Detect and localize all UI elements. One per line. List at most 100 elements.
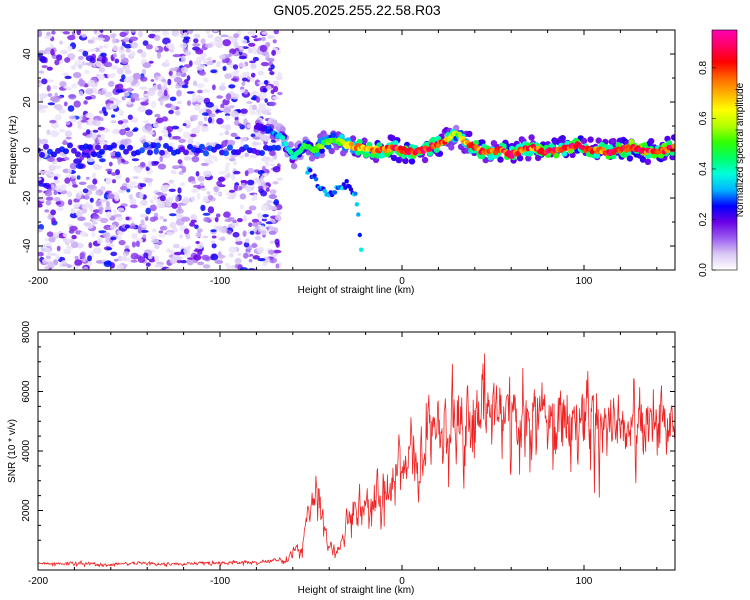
noise-speckle [148, 258, 155, 263]
noise-speckle [172, 135, 181, 140]
ridge-cell [325, 143, 332, 150]
noise-band-dot [147, 149, 153, 156]
noise-speckle [198, 70, 206, 76]
noise-speckle [137, 226, 142, 234]
noise-speckle [96, 121, 101, 127]
noise-speckle [269, 163, 276, 167]
noise-speckle [92, 129, 99, 133]
noise-speckle [210, 229, 217, 233]
noise-speckle [119, 186, 128, 191]
noise-speckle [140, 229, 149, 233]
noise-speckle [237, 218, 243, 223]
noise-speckle [100, 52, 107, 57]
noise-speckle [46, 231, 54, 237]
noise-speckle [148, 131, 155, 135]
noise-speckle [221, 82, 226, 86]
noise-speckle [215, 213, 221, 218]
ridge-cell [280, 135, 286, 141]
noise-speckle [252, 56, 259, 62]
branch-cell [332, 190, 338, 195]
noise-speckle [239, 74, 247, 79]
ridge-cell [421, 156, 429, 164]
noise-speckle [66, 264, 72, 268]
noise-speckle [190, 133, 197, 138]
noise-speckle [38, 203, 43, 208]
noise-speckle [191, 188, 199, 193]
noise-speckle [128, 226, 137, 229]
noise-speckle [38, 177, 42, 181]
branch-cell [308, 168, 313, 173]
noise-speckle [120, 53, 126, 60]
noise-speckle [70, 207, 76, 214]
noise-speckle [246, 167, 255, 174]
noise-speckle [73, 158, 82, 164]
noise-speckle [105, 236, 110, 244]
noise-speckle [164, 59, 170, 65]
noise-speckle [197, 261, 205, 266]
noise-speckle [143, 120, 149, 124]
noise-speckle [186, 100, 192, 106]
noise-speckle [211, 243, 217, 249]
noise-speckle [234, 116, 239, 121]
snr-y-tick-label: 8000 [21, 320, 32, 343]
noise-speckle [85, 55, 94, 62]
noise-speckle [243, 252, 249, 259]
noise-speckle [194, 60, 202, 66]
noise-band-dot [63, 148, 69, 155]
noise-speckle [252, 136, 261, 140]
snr-x-tick-label: -100 [210, 576, 230, 587]
noise-speckle [38, 30, 43, 38]
noise-speckle [82, 50, 89, 57]
noise-speckle [84, 69, 91, 74]
noise-speckle [145, 109, 153, 116]
noise-band-dot [143, 142, 149, 148]
noise-speckle [225, 115, 230, 121]
noise-speckle [68, 93, 77, 100]
ridge-cell [433, 147, 440, 153]
noise-speckle [46, 129, 51, 135]
noise-speckle [149, 204, 157, 212]
noise-speckle [105, 168, 113, 172]
noise-speckle [218, 132, 224, 136]
noise-speckle [122, 119, 129, 124]
noise-speckle [103, 61, 113, 68]
noise-speckle [231, 173, 236, 181]
noise-speckle [228, 189, 236, 193]
noise-speckle [178, 138, 186, 143]
heatmap-x-tick-label: 100 [576, 276, 593, 287]
noise-speckle [67, 199, 73, 206]
branch-cell [353, 191, 358, 196]
noise-speckle [38, 109, 47, 113]
noise-speckle [130, 30, 137, 33]
noise-speckle [207, 194, 214, 201]
noise-speckle [239, 193, 246, 200]
ridge-cell [594, 152, 601, 159]
ridge-cell [509, 153, 515, 159]
ridge-cell [671, 143, 675, 149]
noise-speckle [46, 248, 51, 255]
noise-speckle [79, 252, 85, 259]
heatmap-y-axis: -40 -20 0 20 40 [22, 29, 675, 271]
noise-speckle [210, 253, 219, 261]
noise-speckle [87, 79, 96, 87]
noise-speckle [228, 246, 237, 254]
ridge-cell [639, 156, 647, 163]
noise-speckle [202, 58, 208, 65]
ridge-cell [408, 158, 416, 165]
noise-speckle [203, 170, 212, 178]
noise-speckle [183, 156, 192, 161]
noise-speckle [244, 90, 248, 95]
noise-speckle [172, 165, 180, 170]
noise-speckle [188, 30, 194, 35]
noise-speckle [207, 116, 213, 124]
noise-speckle [216, 95, 223, 99]
noise-speckle [151, 249, 156, 253]
noise-speckle [126, 188, 131, 193]
noise-speckle [55, 201, 62, 205]
noise-speckle [224, 124, 231, 131]
ridge-cell [580, 137, 588, 145]
noise-speckle [186, 75, 191, 81]
noise-speckle [77, 79, 86, 86]
noise-speckle [123, 91, 130, 97]
